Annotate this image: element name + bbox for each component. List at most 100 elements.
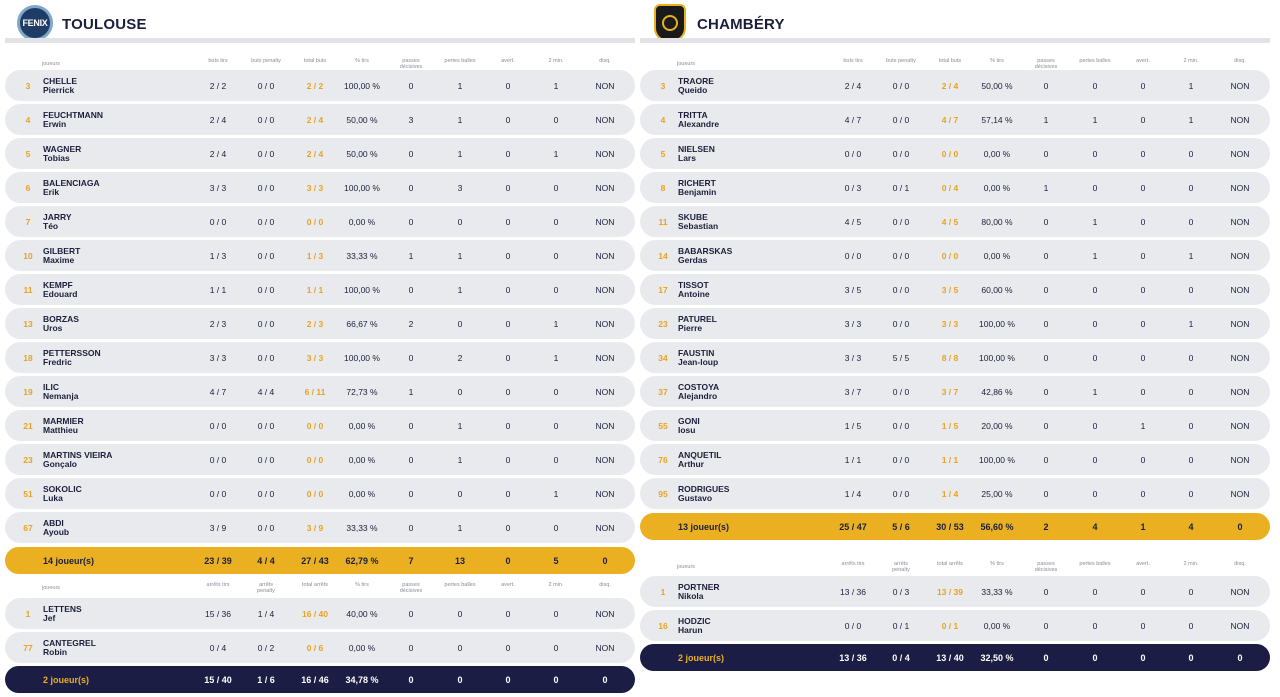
player-row[interactable]: 21 MARMIER Matthieu 0 / 0 0 / 0 0 / 0 0,00 % 0 1… (5, 410, 635, 441)
column-header: pertes balles (444, 582, 476, 588)
player-row[interactable]: 51 SOKOLIC Luka 0 / 0 0 / 0 0 / 0 0,00 % 0 0 0 1 NO… (5, 478, 635, 509)
column-header: passes décisives (399, 582, 423, 594)
total-cell: 13 (454, 555, 465, 566)
player-row[interactable]: 3 TRAORE Queido 2 / 4 0 / 0 2 / 4 50,00 % 0 0 0 1 N… (640, 70, 1270, 101)
stat-cell: 0 (1140, 114, 1146, 125)
column-header-row: joueurs buts tirs buts penalty total buts % … (640, 48, 1270, 76)
stat-cell: 1 / 5 (844, 420, 862, 431)
stat-cell: 0 / 0 (892, 454, 910, 465)
stat-cell: 0 / 0 (306, 216, 324, 227)
player-row[interactable]: 4 TRITTA Alexandre 4 / 7 0 / 0 4 / 7 57,14 % 1 1… (640, 104, 1270, 135)
team-panel-chambery: CHAMBÉRY joueurs buts tirs buts penalty tot… (640, 0, 1270, 671)
stat-cell: 0 (553, 642, 559, 653)
total-cell: 0 (1188, 652, 1194, 663)
player-row[interactable]: 1 PORTNER Nikola 13 / 36 0 / 3 13 / 39 33,33 %… (640, 576, 1270, 607)
stat-cell: 0 (505, 608, 511, 619)
stat-cell: NON (1230, 114, 1250, 125)
stat-cell: 0 (1140, 454, 1146, 465)
player-name: PATUREL Pierre (678, 314, 717, 333)
player-row[interactable]: 3 CHELLE Pierrick 2 / 2 0 / 0 2 / 2 100,00 % 0 1… (5, 70, 635, 101)
column-header: buts penalty (886, 58, 916, 64)
stat-cell: 0 (408, 352, 414, 363)
player-row[interactable]: 95 RODRIGUES Gustavo 1 / 4 0 / 0 1 / 4 25,00 %… (640, 478, 1270, 509)
player-row[interactable]: 14 BABARSKAS Gerdas 0 / 0 0 / 0 0 / 0 0,00 % 0 1… (640, 240, 1270, 271)
stat-cell: 0 (408, 80, 414, 91)
player-last-name: TISSOT (678, 279, 709, 290)
stat-cell: 0 / 0 (257, 148, 275, 159)
player-row[interactable]: 7 JARRY Téo 0 / 0 0 / 0 0 / 0 0,00 % 0 0 0 0 NON (5, 206, 635, 237)
player-row[interactable]: 5 WAGNER Tobias 2 / 4 0 / 0 2 / 4 50,00 % 0 1 0 1 N… (5, 138, 635, 169)
player-last-name: SKUBE (678, 211, 708, 222)
stat-cell: 0 (505, 454, 511, 465)
jersey-number: 95 (658, 488, 668, 499)
player-row[interactable]: 4 FEUCHTMANN Erwin 2 / 4 0 / 0 2 / 4 50,00 % 3 1… (5, 104, 635, 135)
stat-cell: 0 (1092, 318, 1098, 329)
stat-cell: 0 / 0 (306, 420, 324, 431)
player-row[interactable]: 23 MARTINS VIEIRA Gonçalo 0 / 0 0 / 0 0 / 0 0,… (5, 444, 635, 475)
stat-cell: 0 (1140, 216, 1146, 227)
stat-cell: 33,33 % (981, 586, 1013, 597)
total-cell: 1 (1140, 521, 1146, 532)
stat-cell: 66,67 % (346, 318, 378, 329)
stat-cell: 0 (1140, 318, 1146, 329)
player-name: TISSOT Antoine (678, 279, 710, 299)
stat-cell: 0,00 % (983, 148, 1011, 159)
player-row[interactable]: 11 KEMPF Edouard 1 / 1 0 / 0 1 / 1 100,00 % 0 1 0… (5, 274, 635, 305)
total-cell: 0 (1092, 652, 1098, 663)
player-row[interactable]: 11 SKUBE Sebastian 4 / 5 0 / 0 4 / 5 80,00 % 0 1… (640, 206, 1270, 237)
total-cell: 4 / 4 (257, 555, 275, 566)
totals-row: 2 joueur(s) 15 / 40 1 / 6 16 / 46 34,78 % 0 0 0… (5, 666, 635, 693)
stat-cell: 0 / 0 (892, 386, 910, 397)
player-name: SKUBE Sebastian (678, 211, 719, 231)
player-first-name: Jean-loup (678, 356, 719, 367)
player-row[interactable]: 17 TISSOT Antoine 3 / 5 0 / 0 3 / 5 60,00 % 0 0 0… (640, 274, 1270, 305)
player-first-name: Luka (43, 492, 63, 503)
player-row[interactable]: 5 NIELSEN Lars 0 / 0 0 / 0 0 / 0 0,00 % 0 0 0 0 NON (640, 138, 1270, 169)
stat-cell: 0 (1043, 318, 1049, 329)
player-row[interactable]: 6 BALENCIAGA Erik 3 / 3 0 / 0 3 / 3 100,00 % 0 3… (5, 172, 635, 203)
player-row[interactable]: 1 LETTENS Jef 15 / 36 1 / 4 16 / 40 40,00 % 0 0 0… (5, 598, 635, 629)
column-header: % tirs (355, 582, 369, 588)
player-row[interactable]: 13 BORZAS Uros 2 / 3 0 / 0 2 / 3 66,67 % 2 0 0 1 NO… (5, 308, 635, 339)
team-header: FENIX TOULOUSE (5, 0, 635, 43)
player-first-name: Pierrick (43, 84, 75, 95)
player-row[interactable]: 19 ILIC Nemanja 4 / 7 4 / 4 6 / 11 72,73 % 1 0 0 0… (5, 376, 635, 407)
stat-cell: 0 / 0 (892, 488, 910, 499)
player-row[interactable]: 67 ABDI Ayoub 3 / 9 0 / 0 3 / 9 33,33 % 0 1 0 0 NON (5, 512, 635, 543)
total-cell: 2 (1043, 521, 1049, 532)
stat-cell: 100,00 % (344, 352, 380, 363)
player-last-name: NIELSEN (678, 143, 715, 154)
player-first-name: Sebastian (678, 220, 719, 231)
stat-cell: NON (595, 608, 615, 619)
stat-cell: NON (595, 642, 615, 653)
column-header: pertes balles (444, 58, 476, 64)
stat-cell: 3 / 3 (844, 352, 862, 363)
stat-cell: 0 (1188, 386, 1194, 397)
player-row[interactable]: 23 PATUREL Pierre 3 / 3 0 / 0 3 / 3 100,00 % 0 0… (640, 308, 1270, 339)
column-header: avert. (1136, 58, 1150, 64)
stat-cell: NON (595, 420, 615, 431)
player-name: HODZIC Harun (678, 616, 711, 635)
stat-cell: 13 / 36 (840, 586, 866, 597)
player-row[interactable]: 8 RICHERT Benjamin 0 / 3 0 / 1 0 / 4 0,00 % 1 0 0… (640, 172, 1270, 203)
jersey-number: 7 (25, 216, 31, 227)
stat-cell: NON (1230, 250, 1250, 261)
player-row[interactable]: 76 ANQUETIL Arthur 1 / 1 0 / 0 1 / 1 100,00 % 0… (640, 444, 1270, 475)
player-row[interactable]: 18 PETTERSSON Fredric 3 / 3 0 / 0 3 / 3 100,00… (5, 342, 635, 373)
stat-cell: 0 (553, 420, 559, 431)
player-row[interactable]: 37 COSTOYA Alejandro 3 / 7 0 / 0 3 / 7 42,86 %… (640, 376, 1270, 407)
player-row[interactable]: 16 HODZIC Harun 0 / 0 0 / 1 0 / 1 0,00 % 0 0 0 0 NO… (640, 610, 1270, 641)
total-cell: 34,78 % (345, 674, 379, 685)
jersey-number: 37 (658, 386, 668, 397)
player-row[interactable]: 77 CANTEGREL Robin 0 / 4 0 / 2 0 / 6 0,00 % 0 0 0… (5, 632, 635, 663)
player-row[interactable]: 55 GONI Iosu 1 / 5 0 / 0 1 / 5 20,00 % 0 0 1 0 NON (640, 410, 1270, 441)
stat-cell: 0 / 1 (892, 182, 910, 193)
player-first-name: Matthieu (43, 424, 78, 435)
player-name: MARMIER Matthieu (43, 416, 84, 435)
player-row[interactable]: 34 FAUSTIN Jean-loup 3 / 3 5 / 5 8 / 8 100,00 … (640, 342, 1270, 373)
player-last-name: GONI (678, 415, 700, 426)
player-first-name: Alejandro (678, 390, 718, 401)
stat-cell: 1 / 1 (844, 454, 862, 465)
stat-cell: 0 / 0 (209, 420, 227, 431)
